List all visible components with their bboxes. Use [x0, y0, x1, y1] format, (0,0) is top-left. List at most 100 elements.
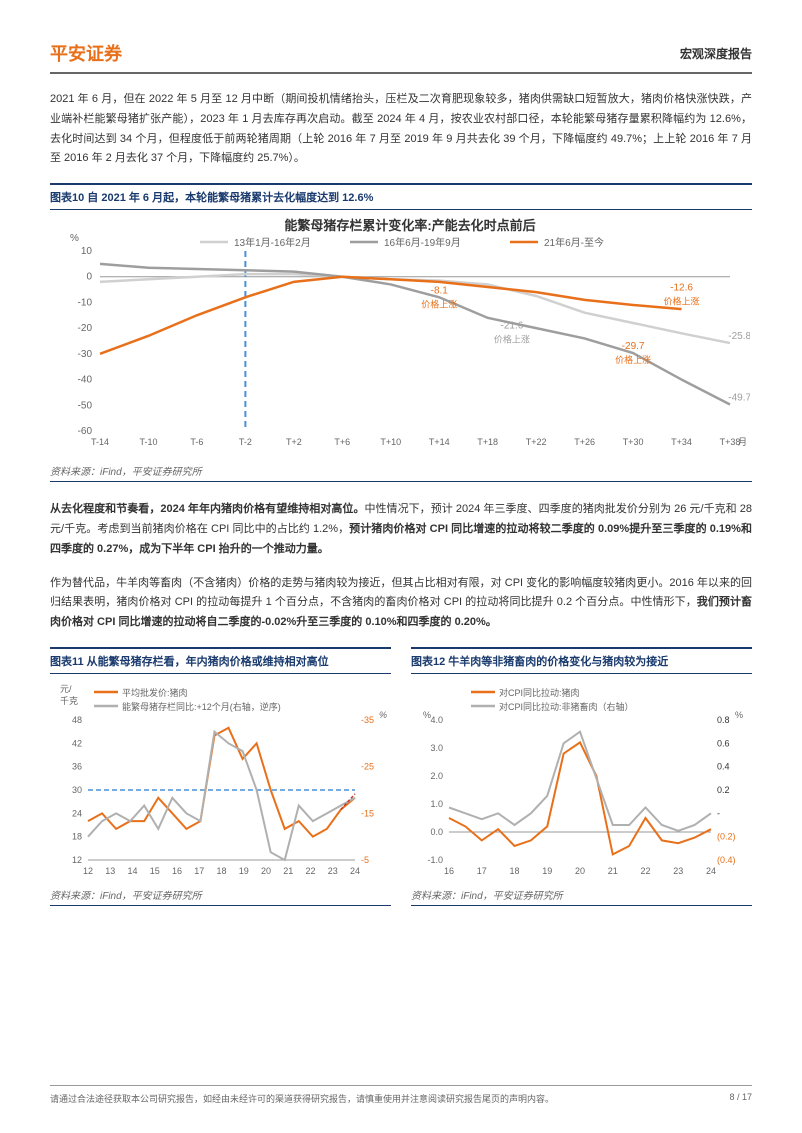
- svg-text:元/: 元/: [60, 684, 72, 694]
- para3-body: 作为替代品，牛羊肉等畜肉（不含猪肉）价格的走势与猪肉较为接近，但其占比相对有限，…: [50, 577, 752, 609]
- paragraph-3: 作为替代品，牛羊肉等畜肉（不含猪肉）价格的走势与猪肉较为接近，但其占比相对有限，…: [50, 574, 752, 633]
- report-type: 宏观深度报告: [680, 45, 752, 62]
- svg-text:42: 42: [72, 738, 82, 748]
- svg-text:-1.0: -1.0: [427, 855, 443, 865]
- svg-text:20: 20: [575, 866, 585, 876]
- svg-text:-35: -35: [361, 715, 374, 725]
- paragraph-2: 从去化程度和节奏看，2024 年年内猪肉价格有望维持相对高位。中性情况下，预计 …: [50, 500, 752, 559]
- svg-text:(0.4): (0.4): [717, 855, 736, 865]
- chart10: 能繁母猪存栏累计变化率:产能去化时点前后 13年1月-16年2月 16年6月-19年…: [50, 216, 752, 459]
- svg-text:能繁母猪存栏累计变化率:产能去化时点前后: 能繁母猪存栏累计变化率:产能去化时点前后: [284, 218, 535, 233]
- footer-page: 8 / 17: [729, 1092, 752, 1105]
- svg-text:-10: -10: [78, 298, 93, 309]
- chart12-title: 图表12 牛羊肉等非猪畜肉的价格变化与猪肉较为接近: [411, 647, 752, 674]
- chart11: 平均批发价:猪肉能繁母猪存栏同比:+12个月(右轴，逆序)元/千克%484236…: [50, 680, 391, 883]
- svg-text:T+22: T+22: [526, 437, 547, 447]
- svg-text:23: 23: [328, 866, 338, 876]
- svg-text:17: 17: [477, 866, 487, 876]
- chart10-source: 资料来源：iFind，平安证券研究所: [50, 463, 752, 482]
- svg-text:T+30: T+30: [623, 437, 644, 447]
- chart11-title: 图表11 从能繁母猪存栏看，年内猪肉价格或维持相对高位: [50, 647, 391, 674]
- svg-text:价格上涨: 价格上涨: [494, 333, 530, 344]
- svg-text:对CPI同比拉动:非猪畜肉（右轴）: 对CPI同比拉动:非猪畜肉（右轴）: [499, 701, 634, 712]
- svg-text:18: 18: [509, 866, 519, 876]
- svg-text:21: 21: [608, 866, 618, 876]
- logo-text: 平安证券: [50, 40, 122, 66]
- svg-text:24: 24: [706, 866, 716, 876]
- svg-text:48: 48: [72, 715, 82, 725]
- svg-text:月: 月: [738, 437, 747, 447]
- svg-text:14: 14: [127, 866, 137, 876]
- svg-text:-40: -40: [78, 375, 93, 386]
- svg-text:16: 16: [172, 866, 182, 876]
- svg-text:T-14: T-14: [91, 437, 109, 447]
- svg-text:18: 18: [216, 866, 226, 876]
- svg-text:16年6月-19年9月: 16年6月-19年9月: [384, 236, 461, 249]
- svg-text:T+26: T+26: [574, 437, 595, 447]
- svg-text:4.0: 4.0: [430, 715, 443, 725]
- svg-text:T-6: T-6: [190, 437, 203, 447]
- svg-text:-25.8: -25.8: [728, 331, 750, 342]
- svg-text:21年6月-至今: 21年6月-至今: [544, 236, 604, 249]
- svg-text:%: %: [735, 710, 743, 720]
- svg-text:22: 22: [305, 866, 315, 876]
- svg-text:-: -: [717, 808, 720, 818]
- svg-text:-60: -60: [78, 426, 93, 437]
- svg-text:20: 20: [261, 866, 271, 876]
- svg-text:-20: -20: [78, 323, 93, 334]
- svg-text:价格上涨: 价格上涨: [664, 296, 700, 307]
- chart11-col: 图表11 从能繁母猪存栏看，年内猪肉价格或维持相对高位 平均批发价:猪肉能繁母猪…: [50, 647, 391, 924]
- para2-lead: 从去化程度和节奏看，2024 年年内猪肉价格有望维持相对高位。: [50, 503, 364, 515]
- svg-text:%: %: [70, 233, 79, 244]
- company-logo: 平安证券: [50, 40, 122, 66]
- svg-text:21: 21: [283, 866, 293, 876]
- svg-text:0.0: 0.0: [430, 827, 443, 837]
- chart11-source: 资料来源：iFind，平安证券研究所: [50, 887, 391, 906]
- svg-text:0: 0: [86, 272, 92, 283]
- svg-text:19: 19: [239, 866, 249, 876]
- svg-text:T+2: T+2: [286, 437, 302, 447]
- svg-text:T+14: T+14: [429, 437, 450, 447]
- svg-text:15: 15: [150, 866, 160, 876]
- svg-text:能繁母猪存栏同比:+12个月(右轴，逆序): 能繁母猪存栏同比:+12个月(右轴，逆序): [122, 701, 281, 712]
- svg-text:23: 23: [673, 866, 683, 876]
- svg-text:-5: -5: [361, 855, 369, 865]
- svg-text:-21.6: -21.6: [501, 320, 524, 331]
- chart-row: 图表11 从能繁母猪存栏看，年内猪肉价格或维持相对高位 平均批发价:猪肉能繁母猪…: [50, 647, 752, 924]
- svg-text:对CPI同比拉动:猪肉: 对CPI同比拉动:猪肉: [499, 687, 580, 698]
- paragraph-1: 2021 年 6 月，但在 2022 年 5 月至 12 月中断（期间投机情绪抬…: [50, 90, 752, 169]
- svg-text:10: 10: [81, 246, 93, 257]
- svg-text:T-2: T-2: [239, 437, 252, 447]
- svg-text:-12.6: -12.6: [670, 283, 693, 294]
- svg-text:-30: -30: [78, 349, 93, 360]
- svg-text:平均批发价:猪肉: 平均批发价:猪肉: [122, 687, 188, 698]
- svg-text:3.0: 3.0: [430, 743, 443, 753]
- svg-text:18: 18: [72, 832, 82, 842]
- svg-text:千克: 千克: [60, 696, 78, 706]
- svg-text:30: 30: [72, 785, 82, 795]
- svg-text:-8.1: -8.1: [431, 286, 449, 297]
- svg-text:19: 19: [542, 866, 552, 876]
- chart12: 对CPI同比拉动:猪肉对CPI同比拉动:非猪畜肉（右轴）%%4.03.02.01…: [411, 680, 752, 883]
- page-header: 平安证券 宏观深度报告: [50, 40, 752, 74]
- svg-text:0.8: 0.8: [717, 715, 730, 725]
- svg-text:-15: -15: [361, 808, 374, 818]
- svg-text:13: 13: [105, 866, 115, 876]
- svg-text:0.4: 0.4: [717, 762, 730, 772]
- svg-text:1.0: 1.0: [430, 799, 443, 809]
- svg-text:13年1月-16年2月: 13年1月-16年2月: [234, 236, 311, 249]
- svg-text:T+18: T+18: [477, 437, 498, 447]
- svg-text:22: 22: [640, 866, 650, 876]
- svg-text:24: 24: [350, 866, 360, 876]
- svg-text:(0.2): (0.2): [717, 832, 736, 842]
- svg-text:24: 24: [72, 808, 82, 818]
- svg-text:价格上涨: 价格上涨: [615, 354, 651, 365]
- svg-text:0.6: 0.6: [717, 738, 730, 748]
- svg-text:0.2: 0.2: [717, 785, 730, 795]
- svg-text:T+6: T+6: [334, 437, 350, 447]
- svg-text:-29.7: -29.7: [622, 341, 645, 352]
- svg-text:12: 12: [83, 866, 93, 876]
- svg-text:%: %: [379, 710, 387, 720]
- chart12-col: 图表12 牛羊肉等非猪畜肉的价格变化与猪肉较为接近 对CPI同比拉动:猪肉对CP…: [411, 647, 752, 924]
- svg-text:-50: -50: [78, 400, 93, 411]
